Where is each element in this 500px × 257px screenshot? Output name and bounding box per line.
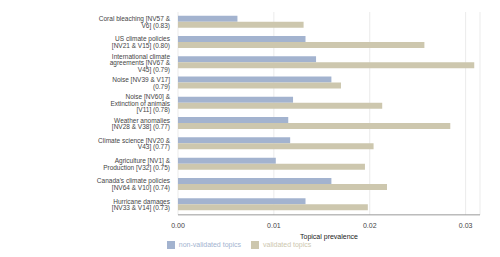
svg-text:Coral bleaching [NV57 &V6] (0.: Coral bleaching [NV57 &V6] (0.83) <box>99 15 171 30</box>
html-text:non-validated topics: non-validated topics <box>178 240 241 248</box>
svg-text:0.03: 0.03 <box>459 222 473 229</box>
svg-text:0.01: 0.01 <box>267 222 281 229</box>
svg-text:Noise [NV39 & V17](0.79): Noise [NV39 & V17](0.79) <box>112 76 170 91</box>
svg-text:Weather anomalies[NV28 & V38]: Weather anomalies[NV28 & V38] (0.77) <box>112 117 171 132</box>
svg-text:US climate policies[NV21 & V15: US climate policies[NV21 & V15] (0.80) <box>112 35 171 50</box>
svg-text:Climate science [NV20 &V43] (0: Climate science [NV20 &V43] (0.77) <box>98 137 171 152</box>
html-text:validated topics: validated topics <box>263 240 312 248</box>
svg-text:Agriculture [NV1] &Production: Agriculture [NV1] &Production [V32] (0.7… <box>103 157 171 172</box>
svg-text:Topical prevalence: Topical prevalence <box>300 233 358 241</box>
svg-text:International climateagreement: International climateagreements [NV67 &V… <box>110 53 171 74</box>
svg-text:0.00: 0.00 <box>171 222 185 229</box>
svg-text:Canada's climate policies[NV64: Canada's climate policies[NV64 & V10] (0… <box>97 177 171 192</box>
svg-text:Hurricane damages[NV33 & V14]: Hurricane damages[NV33 & V14] (0.73) <box>112 198 171 213</box>
svg-text:Noise [NV60] &Extinction of an: Noise [NV60] &Extinction of animals[V11]… <box>110 93 170 114</box>
svg-text:0.02: 0.02 <box>363 222 377 229</box>
